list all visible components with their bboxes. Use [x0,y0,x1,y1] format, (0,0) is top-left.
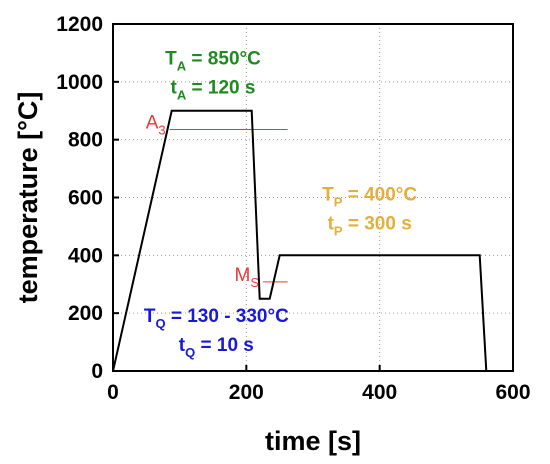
ticks-layer: 0 200 400 600 0 200 400 600 800 1000 1200 [56,13,530,404]
y-tick-label: 1000 [56,71,103,94]
partitioning-temperature-label: TP = 400°C [322,184,417,209]
reference-lines-layer [169,129,288,283]
temperature-profile-line [112,109,488,372]
y-tick-label: 200 [68,302,103,325]
austenitizing-temperature-label: TA = 850°C [165,48,261,73]
a3-label: A3 [146,113,166,138]
x-tick-label: 0 [107,381,119,404]
y-tick-label: 600 [68,187,103,210]
plot-frame [112,23,514,372]
x-tick-label: 400 [362,381,397,404]
y-tick-label: 400 [68,244,103,267]
y-axis-title: temperature [°C] [13,92,43,304]
quenching-temperature-label: TQ = 130 - 330°C [144,306,289,331]
ms-label: MS [235,265,260,290]
series-layer [112,109,488,372]
x-axis-title: time [s] [265,426,361,456]
quenching-time-label: tQ = 10 s [179,335,254,360]
austenitizing-time-label: tA = 120 s [171,77,256,102]
y-tick-label: 1200 [56,13,103,36]
y-tick-label: 0 [91,360,103,383]
partitioning-time-label: tP = 300 s [328,213,412,238]
x-tick-label: 600 [495,381,530,404]
x-tick-label: 200 [229,381,264,404]
y-tick-label: 800 [68,129,103,152]
